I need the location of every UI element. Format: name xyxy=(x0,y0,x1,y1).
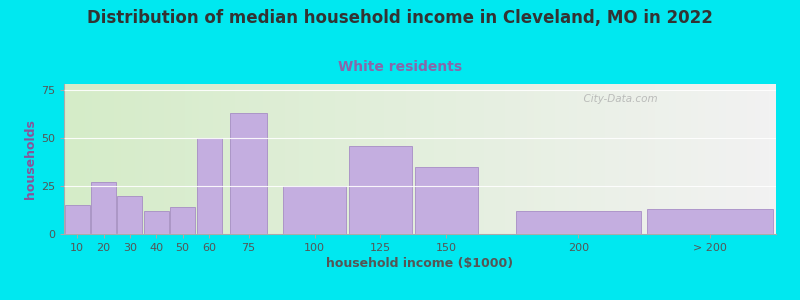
Bar xyxy=(515,211,641,234)
Bar xyxy=(91,182,116,234)
Bar xyxy=(65,205,90,234)
Bar xyxy=(170,207,195,234)
Bar xyxy=(283,186,346,234)
Bar xyxy=(144,211,169,234)
X-axis label: household income ($1000): household income ($1000) xyxy=(326,257,514,270)
Bar xyxy=(415,167,478,234)
Bar xyxy=(197,138,222,234)
Bar xyxy=(349,146,412,234)
Bar xyxy=(118,196,142,234)
Text: White residents: White residents xyxy=(338,60,462,74)
Y-axis label: households: households xyxy=(24,119,37,199)
Bar xyxy=(647,209,773,234)
Bar xyxy=(230,113,267,234)
Text: City-Data.com: City-Data.com xyxy=(577,94,658,104)
Text: Distribution of median household income in Cleveland, MO in 2022: Distribution of median household income … xyxy=(87,9,713,27)
